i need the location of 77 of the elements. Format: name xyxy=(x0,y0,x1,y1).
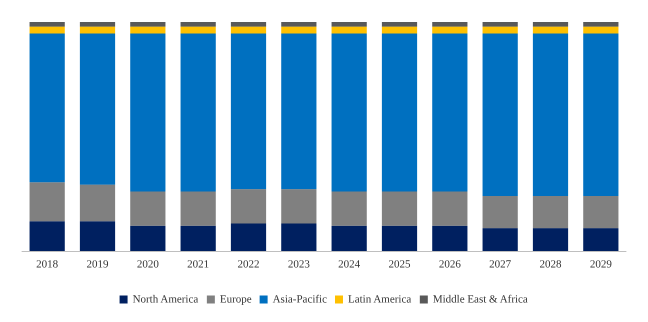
bar xyxy=(382,22,418,27)
x-tick-label: 2026 xyxy=(438,258,462,270)
legend-label: Latin America xyxy=(348,294,412,306)
bar xyxy=(281,224,316,251)
bar xyxy=(482,26,518,34)
bar xyxy=(80,221,116,251)
bar xyxy=(482,33,518,196)
bar xyxy=(281,26,316,34)
bar xyxy=(532,228,568,251)
bar xyxy=(30,221,65,251)
bar xyxy=(332,226,367,251)
bar xyxy=(432,22,468,27)
x-tick-label: 2029 xyxy=(590,258,612,270)
bar xyxy=(230,22,266,27)
bar xyxy=(180,191,216,226)
bar xyxy=(583,33,618,196)
bar xyxy=(80,26,116,34)
bar xyxy=(583,228,618,251)
bar xyxy=(332,22,367,27)
bar xyxy=(230,26,266,34)
bar xyxy=(80,184,116,222)
bar xyxy=(30,33,65,182)
legend-label: North America xyxy=(132,294,198,306)
bar xyxy=(432,33,468,192)
bar xyxy=(130,26,166,34)
x-tick-label: 2028 xyxy=(540,258,562,270)
bar xyxy=(230,224,266,251)
bar xyxy=(130,191,166,226)
bar xyxy=(432,226,468,251)
bar xyxy=(180,226,216,251)
legend-label: Europe xyxy=(220,294,252,306)
bar xyxy=(532,22,568,27)
bar xyxy=(332,33,367,192)
bar xyxy=(482,196,518,228)
x-tick-label: 2024 xyxy=(338,258,361,270)
bar xyxy=(382,26,418,34)
bar xyxy=(30,26,65,34)
bar xyxy=(382,226,418,251)
x-tick-label: 2027 xyxy=(489,258,512,270)
legend-label: Middle East & Africa xyxy=(432,294,528,306)
bar xyxy=(130,226,166,251)
x-tick-label: 2020 xyxy=(136,258,160,270)
bar xyxy=(130,22,166,27)
x-tick-label: 2022 xyxy=(238,258,260,270)
bar xyxy=(230,189,266,224)
bar xyxy=(482,228,518,251)
bar xyxy=(532,33,568,196)
bar xyxy=(281,22,316,27)
bar xyxy=(130,33,166,192)
bar xyxy=(332,191,367,226)
bar xyxy=(281,33,316,190)
bar xyxy=(583,26,618,34)
bar xyxy=(180,26,216,34)
bar xyxy=(332,26,367,34)
bar xyxy=(532,196,568,228)
bar xyxy=(80,33,116,185)
bar xyxy=(30,22,65,27)
x-tick-label: 2018 xyxy=(36,258,59,270)
bar xyxy=(180,33,216,192)
x-tick-label: 2021 xyxy=(187,258,210,270)
bar xyxy=(432,26,468,34)
legend-label: Asia-Pacific xyxy=(272,294,328,306)
bar xyxy=(382,191,418,226)
bar xyxy=(30,182,65,222)
x-tick-label: 2025 xyxy=(388,258,411,270)
bar xyxy=(583,22,618,27)
bar xyxy=(281,189,316,224)
bar xyxy=(583,196,618,228)
bar xyxy=(230,33,266,190)
bar xyxy=(80,22,116,27)
x-tick-label: 2019 xyxy=(86,258,109,270)
bar xyxy=(482,22,518,27)
x-tick-label: 2023 xyxy=(288,258,310,270)
bar xyxy=(180,22,216,27)
bar xyxy=(432,191,468,226)
bar xyxy=(532,26,568,34)
bar xyxy=(382,33,418,192)
